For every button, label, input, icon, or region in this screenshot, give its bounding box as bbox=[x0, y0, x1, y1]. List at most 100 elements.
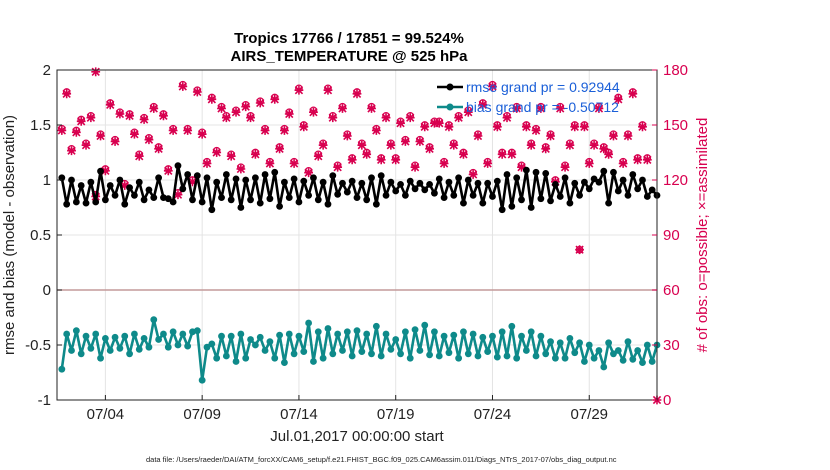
assimilated-point-44 bbox=[270, 94, 280, 104]
y-axis-left: -1 -0.5 0 0.5 1 1.5 2 bbox=[25, 62, 62, 409]
rmse-point-96 bbox=[522, 166, 530, 174]
rmse-point-22 bbox=[164, 195, 172, 203]
bias-point-63 bbox=[363, 330, 371, 338]
rmse-point-52 bbox=[310, 174, 317, 182]
rmse-point-46 bbox=[281, 178, 288, 186]
bias-point-88 bbox=[484, 348, 492, 355]
rmse-point-45 bbox=[276, 203, 283, 210]
assimilated-point-75 bbox=[420, 122, 430, 132]
bias-point-103 bbox=[556, 339, 564, 347]
assimilated-point-67 bbox=[381, 113, 391, 123]
assimilated-point-22 bbox=[163, 166, 173, 176]
bias-point-93 bbox=[508, 322, 516, 330]
assimilated-point-34 bbox=[221, 113, 231, 123]
assimilated-point-41 bbox=[255, 98, 265, 108]
assimilated-point-111 bbox=[594, 104, 604, 113]
rmse-point-28 bbox=[193, 172, 201, 180]
x-tick-label-0: 07/04 bbox=[87, 406, 125, 423]
footer-datafile: data file: /Users/raeder/DAI/ATM_forcXX/… bbox=[146, 455, 617, 464]
assimilated-point-112 bbox=[599, 144, 609, 154]
rmse-point-60 bbox=[348, 177, 356, 185]
assimilated-point-59 bbox=[342, 131, 352, 141]
legend: rmse grand pr = 0.92944 bias grand pr = … bbox=[437, 79, 620, 115]
rmse-point-30 bbox=[203, 174, 211, 182]
assimilated-point-27 bbox=[188, 177, 197, 187]
bias-point-64 bbox=[368, 350, 375, 358]
rmse-point-70 bbox=[397, 181, 404, 188]
bias-point-18 bbox=[145, 343, 153, 351]
rmse-point-55 bbox=[324, 200, 332, 208]
bias-point-72 bbox=[406, 354, 414, 362]
assimilated-point-92 bbox=[502, 113, 512, 123]
bias-point-62 bbox=[358, 348, 366, 355]
bias-point-120 bbox=[639, 359, 646, 366]
rmse-point-26 bbox=[184, 171, 192, 178]
bias-point-40 bbox=[251, 341, 259, 349]
bias-point-95 bbox=[518, 332, 525, 340]
rmse-point-90 bbox=[493, 177, 501, 185]
bias-point-43 bbox=[266, 338, 274, 346]
bias-point-57 bbox=[334, 330, 342, 338]
bias-point-83 bbox=[460, 328, 467, 336]
rmse-point-92 bbox=[503, 171, 511, 178]
rmse-point-67 bbox=[382, 192, 390, 199]
chart-subtitle: AIRS_TEMPERATURE @ 525 hPa bbox=[231, 48, 469, 65]
bias-point-109 bbox=[585, 341, 593, 349]
rmse-point-24 bbox=[174, 162, 182, 170]
assimilated-point-81 bbox=[449, 140, 459, 150]
assimilated-point-54 bbox=[318, 140, 328, 150]
assimilated-point-42 bbox=[260, 126, 270, 135]
x-tick-label-4: 07/24 bbox=[474, 406, 512, 423]
bias-point-101 bbox=[547, 338, 554, 346]
rmse-point-87 bbox=[479, 199, 487, 207]
assimilated-series bbox=[57, 67, 662, 405]
bias-point-20 bbox=[155, 336, 163, 343]
assimilated-point-114 bbox=[609, 131, 618, 141]
assimilated-point-1 bbox=[62, 89, 72, 99]
bias-point-8 bbox=[97, 354, 104, 362]
rmse-point-72 bbox=[406, 177, 414, 185]
rmse-point-48 bbox=[290, 175, 298, 183]
bias-point-108 bbox=[581, 358, 588, 365]
rmse-point-27 bbox=[189, 196, 196, 204]
assimilated-point-12 bbox=[115, 109, 125, 119]
rmse-point-116 bbox=[619, 176, 627, 184]
assimilated-point-10 bbox=[105, 100, 115, 110]
rmse-point-117 bbox=[624, 192, 632, 199]
legend-rmse-label: rmse grand pr = 0.92944 bbox=[466, 79, 620, 95]
rmse-point-80 bbox=[445, 178, 453, 186]
rmse-series bbox=[58, 162, 661, 214]
bias-point-110 bbox=[590, 354, 598, 362]
bias-point-3 bbox=[72, 327, 80, 335]
bias-point-17 bbox=[140, 335, 148, 342]
assimilated-point-70 bbox=[396, 118, 405, 128]
bias-point-4 bbox=[77, 350, 85, 358]
assimilated-point-77 bbox=[430, 118, 439, 128]
assimilated-point-32 bbox=[212, 148, 222, 157]
bias-point-5 bbox=[82, 332, 90, 340]
bias-point-0 bbox=[58, 365, 66, 373]
rmse-point-18 bbox=[145, 186, 153, 194]
bias-point-104 bbox=[561, 354, 569, 362]
rmse-point-6 bbox=[87, 178, 95, 186]
bias-point-84 bbox=[464, 350, 472, 358]
rmse-point-122 bbox=[648, 186, 656, 194]
bias-point-65 bbox=[372, 322, 380, 330]
rmse-point-19 bbox=[150, 194, 158, 202]
bias-point-10 bbox=[106, 347, 114, 354]
assimilated-point-105 bbox=[565, 140, 575, 150]
rmse-point-111 bbox=[595, 178, 603, 186]
assimilated-point-30 bbox=[202, 159, 212, 168]
assimilated-point-96 bbox=[521, 122, 531, 132]
assimilated-point-91 bbox=[497, 149, 507, 159]
bias-point-70 bbox=[397, 350, 404, 358]
bias-point-106 bbox=[571, 349, 579, 357]
assimilated-point-71 bbox=[400, 137, 410, 146]
rmse-point-104 bbox=[561, 174, 569, 182]
y2-tick-label-6: 180 bbox=[663, 62, 688, 79]
rmse-point-75 bbox=[421, 186, 429, 194]
rmse-point-31 bbox=[208, 206, 216, 214]
assimilated-point-16 bbox=[134, 151, 144, 161]
x-tick-label-2: 07/14 bbox=[280, 406, 318, 423]
assimilated-point-28 bbox=[192, 87, 202, 97]
